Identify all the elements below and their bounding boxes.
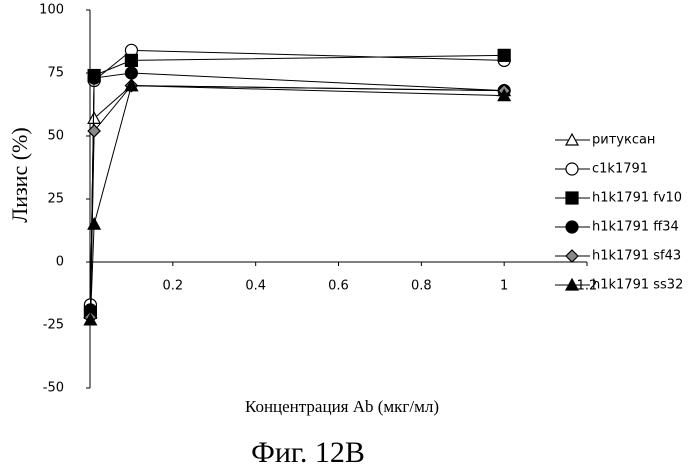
marker	[88, 72, 100, 84]
legend-label: ритуксан	[592, 133, 655, 148]
y-tick-label: -50	[43, 381, 64, 396]
x-axis-label: Концентрация Ab (мкг/мл)	[245, 397, 439, 416]
legend-marker	[566, 192, 578, 204]
x-tick-label: 1	[500, 279, 508, 294]
y-tick-label: 50	[47, 129, 64, 144]
x-tick-label: 0.4	[245, 279, 266, 294]
legend-marker	[566, 221, 578, 233]
legend-label: h1k1791 sf43	[592, 249, 681, 264]
series-line	[90, 86, 504, 313]
legend-marker	[566, 250, 578, 262]
x-tick-label: 0.8	[411, 279, 432, 294]
x-tick-label: 0.2	[162, 279, 183, 294]
marker	[125, 54, 137, 66]
y-axis-label: Лизис (%)	[7, 127, 32, 222]
legend-label: h1k1791 ss32	[592, 278, 683, 293]
marker	[125, 67, 137, 79]
marker	[498, 49, 510, 61]
series-line	[90, 73, 504, 310]
legend-label: h1k1791 fv10	[592, 191, 682, 206]
legend-label: c1k1791	[592, 162, 648, 177]
legend-label: h1k1791 ff34	[592, 220, 679, 235]
chart: Лизис (%) Концентрация Ab (мкг/мл) Фиг. …	[0, 0, 699, 476]
y-tick-label: 100	[39, 3, 64, 18]
y-tick-label: 0	[56, 255, 64, 270]
x-tick-label: 0.6	[328, 279, 349, 294]
legend-marker	[566, 163, 578, 175]
series-line	[90, 86, 504, 320]
series-line	[90, 50, 504, 305]
series-line	[90, 86, 504, 318]
y-tick-label: 75	[47, 66, 64, 81]
y-tick-label: 25	[47, 192, 64, 207]
y-tick-label: -25	[43, 318, 64, 333]
caption: Фиг. 12B	[251, 436, 365, 469]
